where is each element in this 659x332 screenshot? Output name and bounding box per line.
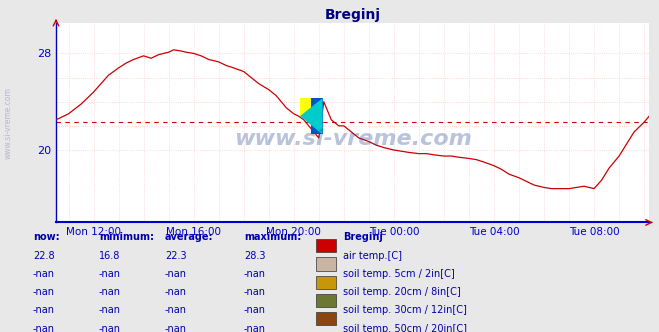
Text: www.si-vreme.com: www.si-vreme.com: [234, 129, 471, 149]
Title: Breginj: Breginj: [325, 8, 380, 22]
Text: now:: now:: [33, 232, 59, 242]
Text: -nan: -nan: [99, 324, 121, 332]
Text: air temp.[C]: air temp.[C]: [343, 251, 402, 261]
Text: -nan: -nan: [33, 287, 55, 297]
Polygon shape: [300, 98, 322, 134]
Text: soil temp. 50cm / 20in[C]: soil temp. 50cm / 20in[C]: [343, 324, 467, 332]
Bar: [300, 98, 322, 116]
Text: -nan: -nan: [244, 287, 266, 297]
Text: -nan: -nan: [244, 324, 266, 332]
Text: minimum:: minimum:: [99, 232, 154, 242]
Text: -nan: -nan: [165, 287, 186, 297]
Text: -nan: -nan: [33, 305, 55, 315]
Text: -nan: -nan: [165, 269, 186, 279]
Text: -nan: -nan: [99, 269, 121, 279]
Text: -nan: -nan: [33, 324, 55, 332]
Text: soil temp. 30cm / 12in[C]: soil temp. 30cm / 12in[C]: [343, 305, 467, 315]
Text: -nan: -nan: [165, 324, 186, 332]
Text: 22.8: 22.8: [33, 251, 55, 261]
Text: -nan: -nan: [99, 287, 121, 297]
Bar: [311, 98, 322, 134]
Text: soil temp. 20cm / 8in[C]: soil temp. 20cm / 8in[C]: [343, 287, 461, 297]
Text: -nan: -nan: [99, 305, 121, 315]
Text: -nan: -nan: [33, 269, 55, 279]
Text: www.si-vreme.com: www.si-vreme.com: [3, 87, 13, 159]
Text: 22.3: 22.3: [165, 251, 186, 261]
Text: 16.8: 16.8: [99, 251, 120, 261]
Text: soil temp. 5cm / 2in[C]: soil temp. 5cm / 2in[C]: [343, 269, 455, 279]
Text: -nan: -nan: [244, 305, 266, 315]
Text: maximum:: maximum:: [244, 232, 301, 242]
Text: -nan: -nan: [165, 305, 186, 315]
Text: average:: average:: [165, 232, 214, 242]
Text: 28.3: 28.3: [244, 251, 266, 261]
Text: Breginj: Breginj: [343, 232, 383, 242]
Text: -nan: -nan: [244, 269, 266, 279]
